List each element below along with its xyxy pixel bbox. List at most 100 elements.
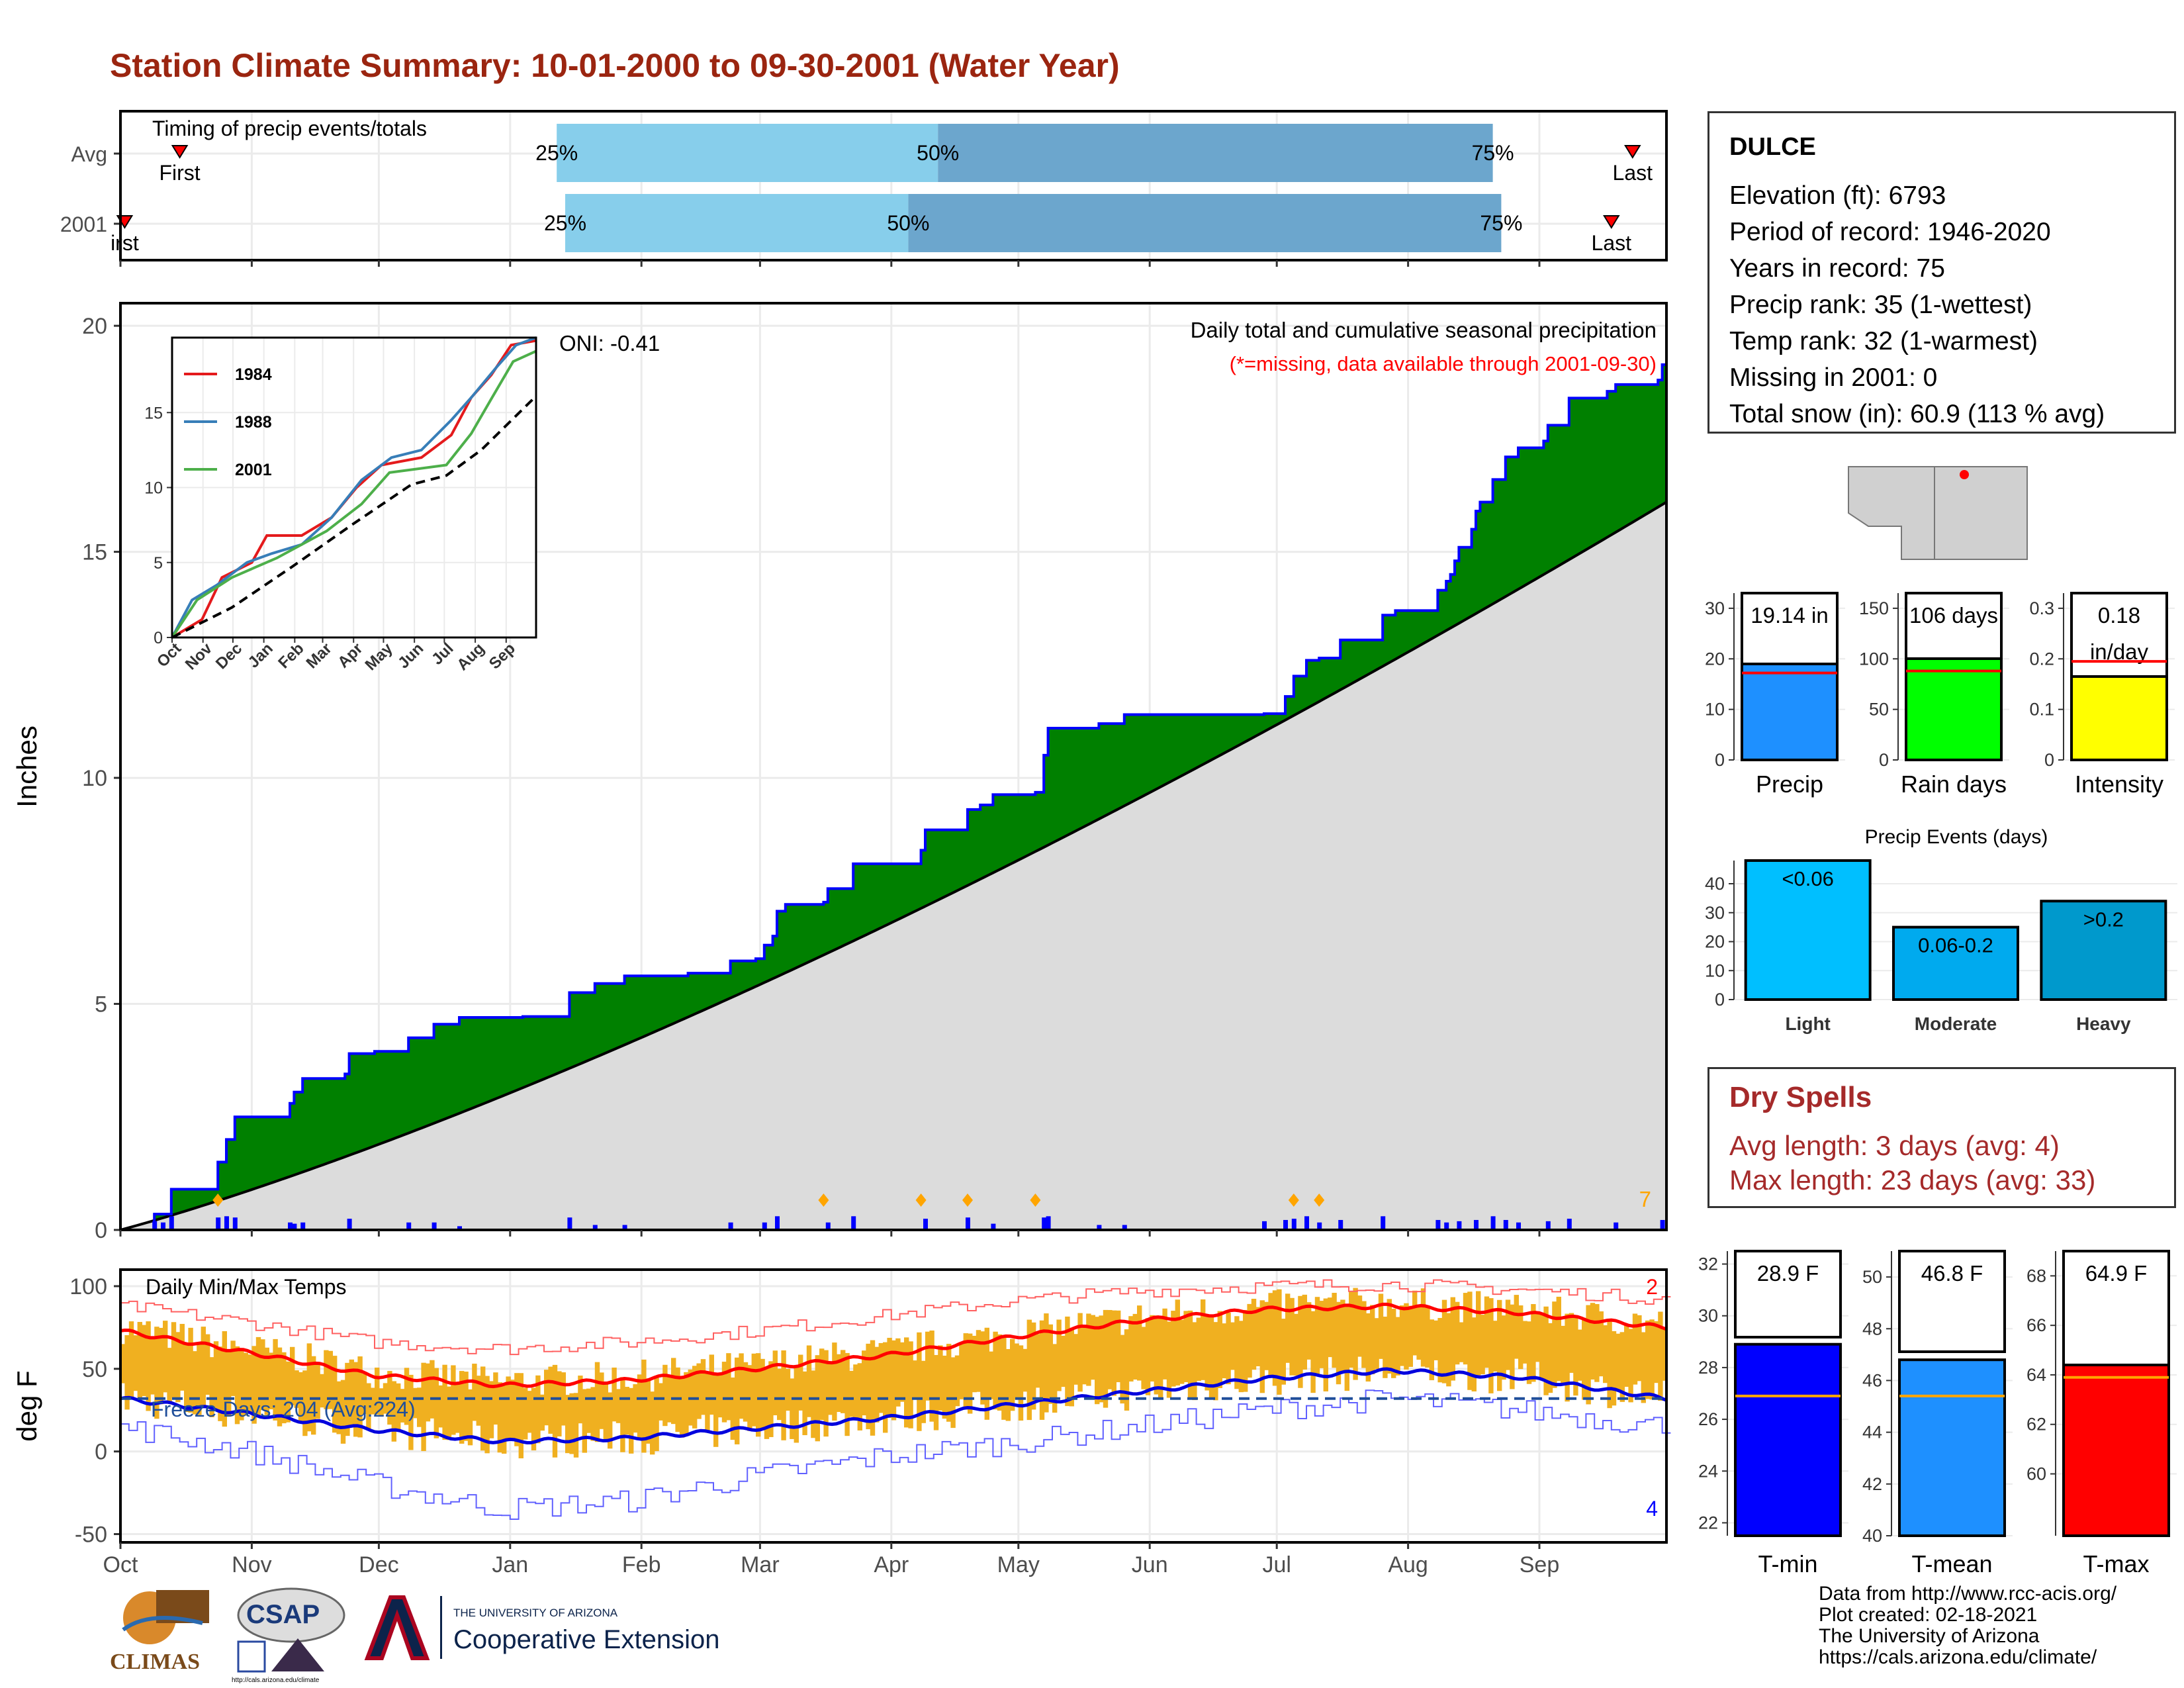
intensity-y-tick-label: 0.3 xyxy=(2029,598,2054,618)
daily-precip-bar xyxy=(169,1216,174,1230)
daily-temp-bar xyxy=(1357,1295,1363,1357)
daily-precip-bar xyxy=(224,1216,229,1230)
daily-temp-bar xyxy=(1459,1322,1464,1362)
timing-first-label: irst xyxy=(111,231,139,255)
record-tmin-line xyxy=(120,1389,1671,1520)
station-elevation: Elevation (ft): 6793 xyxy=(1729,181,1946,210)
daily-temp-bar xyxy=(700,1359,706,1415)
precip-events-bar xyxy=(1744,859,1872,1001)
timing-last-label: Last xyxy=(1613,161,1653,185)
daily-precip-bar xyxy=(347,1219,352,1230)
daily-temp-bar xyxy=(1052,1344,1058,1413)
ua-logo-small-text: THE UNIVERSITY OF ARIZONA xyxy=(453,1607,618,1619)
daily-temp-bar xyxy=(1196,1317,1201,1382)
daily-temp-bar xyxy=(548,1366,553,1434)
daily-temp-bar xyxy=(226,1350,232,1417)
daily-temp-bar xyxy=(396,1383,401,1430)
daily-temp-bar xyxy=(1552,1301,1557,1388)
daily-temp-bar xyxy=(1124,1329,1130,1411)
daily-temp-bar xyxy=(679,1377,685,1438)
dry-spells-avg: Avg length: 3 days (avg: 4) xyxy=(1729,1130,2060,1161)
credit-source: Data from http://www.rcc-acis.org/ xyxy=(1819,1583,2117,1605)
daily-temp-bar xyxy=(1598,1311,1604,1377)
precip-y-tick-label: 0 xyxy=(95,1218,107,1243)
daily-temp-bar xyxy=(1217,1311,1222,1388)
daily-precip-bar xyxy=(1435,1219,1441,1230)
daily-temp-bar xyxy=(451,1365,456,1435)
rain_days-y-tick-label: 0 xyxy=(1879,750,1889,770)
tmean_summary-y-tick-label: 48 xyxy=(1862,1319,1882,1338)
daily-temp-bar xyxy=(908,1341,913,1429)
daily-temp-bar xyxy=(790,1378,795,1439)
daily-temp-bar xyxy=(493,1372,498,1425)
climas-logo: CLIMAS xyxy=(110,1583,216,1683)
csap-logo-mark xyxy=(237,1587,345,1673)
temp-panel-border xyxy=(119,1268,1668,1544)
daily-temp-bar xyxy=(1099,1315,1104,1403)
tmean_summary-value-label: 46.8 F xyxy=(1921,1261,1983,1286)
daily-temp-bar xyxy=(1569,1313,1574,1373)
daily-temp-bar xyxy=(629,1387,634,1454)
daily-temp-bar xyxy=(1594,1304,1600,1382)
daily-precip-bar xyxy=(1381,1216,1386,1230)
daily-temp-bar xyxy=(1607,1319,1612,1409)
intensity-y-tick-label: 0 xyxy=(2044,750,2054,770)
credits: Data from http://www.rcc-acis.org/ Plot … xyxy=(1819,1583,2116,1668)
tmean_summary-label-box xyxy=(1898,1250,2006,1353)
daily-temp-bar xyxy=(768,1361,774,1437)
daily-temp-bar xyxy=(353,1362,359,1437)
daily-temp-bar xyxy=(972,1335,977,1393)
daily-temp-bar xyxy=(285,1361,291,1423)
station-period: Period of record: 1946-2020 xyxy=(1729,218,2051,246)
daily-temp-bar xyxy=(1336,1301,1342,1385)
timing-label-50: 50% xyxy=(887,211,929,235)
timing-bar-late xyxy=(938,124,1493,182)
daily-temp-bar xyxy=(302,1370,308,1436)
daily-temp-bar xyxy=(1107,1309,1113,1389)
tmean_summary-y-tick-label: 50 xyxy=(1862,1267,1882,1287)
daily-temp-bar xyxy=(1023,1348,1028,1392)
daily-temp-bar xyxy=(1187,1310,1193,1399)
daily-temp-bar xyxy=(633,1384,638,1433)
daily-temp-bar xyxy=(904,1337,909,1428)
daily-temp-bar xyxy=(777,1368,782,1421)
daily-temp-bar xyxy=(1353,1288,1358,1380)
daily-temp-bar xyxy=(921,1360,926,1423)
timing-label-75: 75% xyxy=(1480,211,1522,235)
daily-temp-bar xyxy=(480,1366,486,1451)
daily-temp-bar xyxy=(1518,1305,1524,1370)
timing-first-marker xyxy=(171,145,189,159)
daily-temp-bar xyxy=(887,1337,892,1419)
daily-temp-bar xyxy=(1619,1332,1625,1402)
daily-temp-bar xyxy=(387,1371,392,1425)
daily-temp-bar xyxy=(488,1381,494,1438)
locator-map-station-dot xyxy=(1960,470,1969,479)
freeze-days-annotation: Freeze Days: 204 (Avg:224) xyxy=(151,1397,416,1421)
snow-event-marker xyxy=(1288,1194,1299,1207)
station-info-box: DULCE Elevation (ft): 6793 Period of rec… xyxy=(1707,111,2176,434)
daily-temp-bar xyxy=(1603,1325,1608,1383)
daily-temp-bar xyxy=(1658,1311,1663,1401)
daily-temp-bar xyxy=(811,1370,816,1438)
daily-temp-bar xyxy=(658,1383,664,1421)
daily-temp-bar xyxy=(696,1363,702,1419)
daily-temp-bar xyxy=(726,1353,731,1421)
daily-precip-bar xyxy=(851,1216,856,1230)
daily-temp-bar xyxy=(1637,1315,1642,1382)
rain_days-y-tick-label: 50 xyxy=(1869,700,1889,720)
daily-temp-bar xyxy=(713,1374,719,1447)
daily-precip-bar xyxy=(1474,1219,1479,1230)
daily-temp-bar xyxy=(1116,1310,1121,1383)
daily-temp-bar xyxy=(433,1368,439,1438)
daily-temp-bar xyxy=(1344,1305,1349,1391)
daily-temp-bar xyxy=(506,1376,511,1441)
daily-temp-bar xyxy=(976,1330,981,1392)
daily-temp-bar xyxy=(273,1338,278,1421)
daily-temp-bar xyxy=(1543,1306,1549,1395)
daily-temp-bar xyxy=(1446,1313,1451,1387)
daily-temp-bar xyxy=(832,1342,837,1421)
daily-temp-bar xyxy=(234,1346,240,1425)
daily-temp-bar xyxy=(1565,1313,1570,1402)
daily-temp-bar xyxy=(1455,1301,1460,1365)
daily-temp-bar xyxy=(735,1357,740,1444)
